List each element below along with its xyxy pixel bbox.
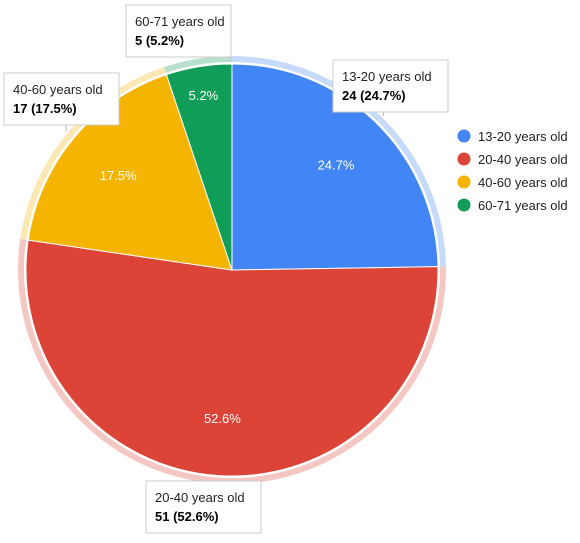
slice-60-71-years-old[interactable] bbox=[165, 63, 233, 271]
legend-label: 20-40 years old bbox=[478, 152, 568, 167]
slice-label-40-60-years-old: 17.5% bbox=[100, 168, 137, 183]
tooltip-13-20-years-old: 13-20 years old 24 (24.7%) bbox=[332, 59, 449, 117]
tooltip-value: 51 (52.6%) bbox=[155, 509, 219, 524]
tooltip-40-60-years-old: 40-60 years old 17 (17.5%) bbox=[3, 72, 120, 132]
slice-tooltips: 13-20 years old 24 (24.7%) 20-40 years old… bbox=[3, 4, 449, 534]
legend-label: 40-60 years old bbox=[478, 175, 568, 190]
slice-label-13-20-years-old: 24.7% bbox=[318, 157, 355, 172]
tooltip-category: 13-20 years old bbox=[342, 69, 432, 84]
legend-swatch bbox=[457, 152, 471, 166]
legend-label: 60-71 years old bbox=[478, 198, 568, 213]
tooltip-category: 20-40 years old bbox=[155, 490, 245, 505]
tooltip-box bbox=[125, 4, 232, 58]
legend-swatch bbox=[457, 129, 471, 143]
pie-slices bbox=[25, 63, 439, 477]
slice-40-60-years-old[interactable] bbox=[27, 74, 233, 271]
tooltip-category: 40-60 years old bbox=[13, 82, 103, 97]
tooltip-20-40-years-old: 20-40 years old 51 (52.6%) bbox=[145, 480, 262, 534]
legend-label: 13-20 years old bbox=[478, 129, 568, 144]
slice-halos bbox=[17, 56, 447, 485]
tooltip-value: 24 (24.7%) bbox=[342, 88, 406, 103]
halo-60-71-years-old bbox=[163, 56, 232, 73]
tooltip-category: 60-71 years old bbox=[135, 14, 225, 29]
tooltip-value: 5 (5.2%) bbox=[135, 33, 184, 48]
legend-item-20-40-years-old[interactable]: 20-40 years old bbox=[457, 152, 568, 167]
legend-swatch bbox=[457, 175, 471, 189]
tooltip-box bbox=[332, 59, 449, 113]
legend: 13-20 years old 20-40 years old 40-60 year… bbox=[457, 129, 568, 213]
legend-item-40-60-years-old[interactable]: 40-60 years old bbox=[457, 175, 568, 190]
legend-item-13-20-years-old[interactable]: 13-20 years old bbox=[457, 129, 568, 144]
slice-13-20-years-old[interactable] bbox=[231, 63, 439, 271]
slice-labels: 24.7% 52.6% 17.5% 5.2% bbox=[100, 88, 355, 426]
legend-swatch bbox=[457, 198, 471, 212]
slice-20-40-years-old[interactable] bbox=[25, 239, 439, 477]
tooltip-box bbox=[145, 480, 262, 534]
legend-item-60-71-years-old[interactable]: 60-71 years old bbox=[457, 198, 568, 213]
tooltip-box bbox=[3, 72, 120, 126]
tooltip-60-71-years-old: 60-71 years old 5 (5.2%) bbox=[125, 4, 232, 58]
tooltip-value: 17 (17.5%) bbox=[13, 101, 77, 116]
slice-label-20-40-years-old: 52.6% bbox=[204, 411, 241, 426]
slice-label-60-71-years-old: 5.2% bbox=[189, 88, 219, 103]
